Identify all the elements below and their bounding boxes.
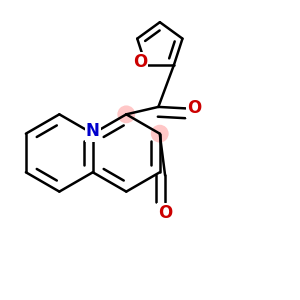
Circle shape bbox=[151, 125, 169, 142]
Circle shape bbox=[117, 105, 135, 123]
Text: O: O bbox=[159, 204, 173, 222]
Text: O: O bbox=[133, 53, 147, 71]
Text: O: O bbox=[188, 99, 202, 117]
Text: N: N bbox=[86, 122, 100, 140]
